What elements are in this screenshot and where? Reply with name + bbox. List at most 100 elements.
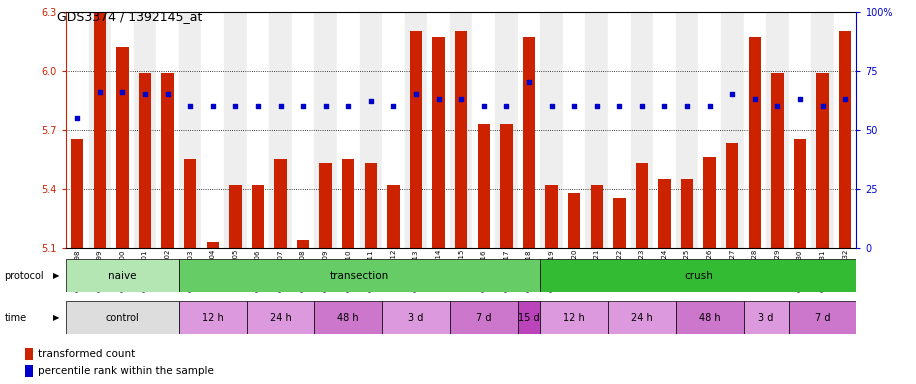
Point xyxy=(747,96,762,102)
Point xyxy=(431,96,446,102)
Text: 12 h: 12 h xyxy=(202,313,224,323)
Bar xyxy=(562,12,585,248)
Bar xyxy=(179,259,540,292)
Bar xyxy=(591,185,603,248)
Bar xyxy=(202,12,224,248)
Bar xyxy=(337,12,360,248)
Point xyxy=(657,103,671,109)
Bar xyxy=(748,37,761,248)
Bar xyxy=(206,242,219,248)
Bar xyxy=(229,185,242,248)
Bar xyxy=(726,143,738,248)
Bar xyxy=(477,124,490,248)
Bar xyxy=(179,12,202,248)
Bar xyxy=(744,301,789,334)
Bar xyxy=(744,12,766,248)
Bar xyxy=(157,12,179,248)
Bar xyxy=(636,163,649,248)
Bar xyxy=(409,31,422,248)
Point xyxy=(635,103,649,109)
Point xyxy=(319,103,333,109)
Point xyxy=(567,103,582,109)
Bar xyxy=(405,12,428,248)
Text: 7 d: 7 d xyxy=(815,313,830,323)
Bar xyxy=(116,47,128,248)
Point xyxy=(589,103,604,109)
Bar xyxy=(540,12,562,248)
Text: 24 h: 24 h xyxy=(269,313,291,323)
Bar xyxy=(382,301,450,334)
Text: 24 h: 24 h xyxy=(631,313,653,323)
Point xyxy=(341,103,355,109)
Bar xyxy=(274,159,287,248)
Bar xyxy=(540,259,856,292)
Bar xyxy=(816,73,829,248)
Point xyxy=(183,103,198,109)
Point xyxy=(476,103,491,109)
Point xyxy=(612,103,627,109)
Text: GDS3374 / 1392145_at: GDS3374 / 1392145_at xyxy=(57,10,202,23)
Text: control: control xyxy=(105,313,139,323)
Text: 48 h: 48 h xyxy=(337,313,359,323)
Text: 12 h: 12 h xyxy=(563,313,585,323)
Bar xyxy=(111,12,134,248)
Bar xyxy=(518,301,540,334)
Bar xyxy=(608,301,676,334)
Bar xyxy=(428,12,450,248)
Bar xyxy=(25,365,33,377)
Text: 7 d: 7 d xyxy=(476,313,492,323)
Text: ▶: ▶ xyxy=(53,271,60,280)
Bar xyxy=(66,259,179,292)
Bar xyxy=(839,31,851,248)
Point xyxy=(160,91,175,97)
Bar xyxy=(681,179,693,248)
Bar xyxy=(432,37,445,248)
Text: time: time xyxy=(5,313,27,323)
Bar xyxy=(703,157,716,248)
Bar xyxy=(365,163,377,248)
Point xyxy=(364,98,378,104)
Bar xyxy=(630,12,653,248)
Bar xyxy=(320,163,332,248)
Bar xyxy=(224,12,246,248)
Bar xyxy=(789,12,812,248)
Point xyxy=(296,103,311,109)
Bar xyxy=(834,12,856,248)
Bar xyxy=(794,139,806,248)
Point xyxy=(387,103,401,109)
Point xyxy=(703,103,717,109)
Bar xyxy=(523,37,535,248)
Bar xyxy=(89,12,111,248)
Bar xyxy=(71,139,83,248)
Bar xyxy=(161,73,174,248)
Bar xyxy=(246,301,314,334)
Bar xyxy=(653,12,676,248)
Bar xyxy=(766,12,789,248)
Bar xyxy=(540,301,608,334)
Text: protocol: protocol xyxy=(5,270,44,281)
Bar xyxy=(613,199,626,248)
Point xyxy=(680,103,694,109)
Text: percentile rank within the sample: percentile rank within the sample xyxy=(38,366,213,376)
Point xyxy=(251,103,266,109)
Bar xyxy=(297,240,310,248)
Point xyxy=(137,91,152,97)
Bar xyxy=(66,12,89,248)
Text: crush: crush xyxy=(684,270,713,281)
Bar xyxy=(314,12,337,248)
Point xyxy=(725,91,739,97)
Point xyxy=(453,96,468,102)
Bar xyxy=(500,124,513,248)
Bar xyxy=(495,12,518,248)
Bar xyxy=(676,301,744,334)
Bar xyxy=(608,12,630,248)
Bar xyxy=(134,12,157,248)
Bar xyxy=(93,12,106,248)
Bar xyxy=(450,12,473,248)
Bar xyxy=(25,348,33,360)
Point xyxy=(544,103,559,109)
Point xyxy=(409,91,423,97)
Point xyxy=(70,115,84,121)
Point xyxy=(115,89,130,95)
Bar xyxy=(473,12,495,248)
